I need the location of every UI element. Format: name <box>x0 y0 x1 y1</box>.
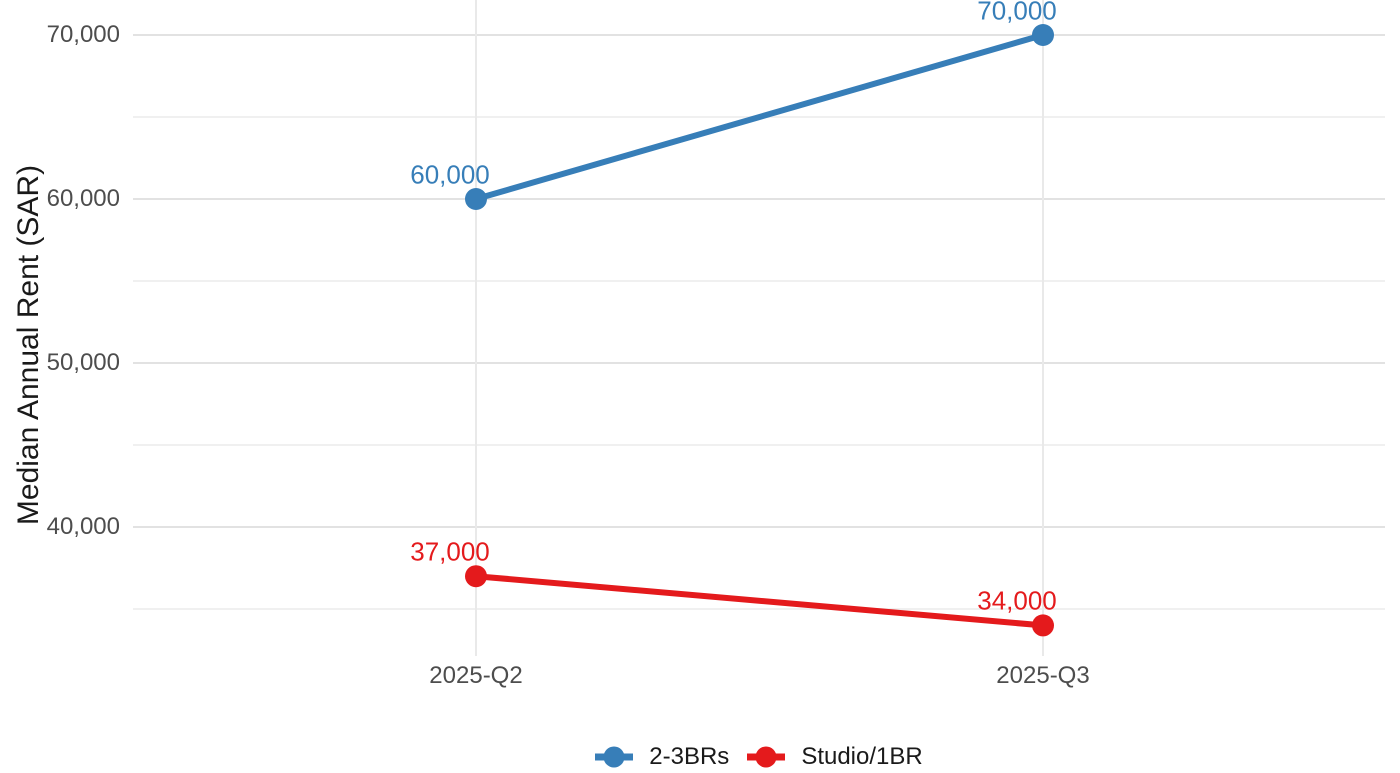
legend-item-label: 2-3BRs <box>649 742 730 770</box>
legend-key-dot <box>603 746 625 767</box>
y-tick-label: 40,000 <box>46 513 120 540</box>
data-point-label: 60,000 <box>410 159 490 190</box>
gridline-minor <box>133 280 1385 282</box>
y-tick-label: 50,000 <box>46 349 120 376</box>
data-point <box>1032 24 1054 46</box>
gridline-major <box>133 362 1385 364</box>
plot-panel: 60,000 70,000 37,000 34,000 <box>133 0 1385 656</box>
gridline-minor <box>133 444 1385 446</box>
data-point-label: 34,000 <box>977 585 1057 616</box>
legend-key-icon <box>747 745 786 769</box>
gridline-major <box>133 34 1385 36</box>
legend-item: 2-3BRs <box>595 743 729 771</box>
data-point-label: 37,000 <box>410 536 490 567</box>
legend-item: Studio/1BR <box>747 742 923 771</box>
legend-key-icon <box>595 745 634 769</box>
x-tick-label: 2025-Q3 <box>996 662 1090 689</box>
y-axis-title: Median Annual Rent (SAR) <box>12 164 45 526</box>
legend-key-dot <box>755 746 777 767</box>
legend-item-label: Studio/1BR <box>801 742 923 770</box>
gridline-vertical <box>475 0 477 656</box>
series-layer <box>465 24 1054 637</box>
x-tick-label: 2025-Q2 <box>429 662 523 689</box>
y-tick-label: 60,000 <box>46 185 120 212</box>
gridline-vertical <box>1042 0 1044 656</box>
data-point-label: 70,000 <box>977 0 1057 26</box>
gridline-major <box>133 526 1385 528</box>
data-point <box>1032 614 1054 637</box>
legend: 2-3BRs Studio/1BR <box>133 740 1385 773</box>
data-point <box>465 565 487 588</box>
series-line <box>475 32 1044 202</box>
gridline-major <box>133 198 1385 200</box>
y-tick-label: 70,000 <box>46 21 120 48</box>
data-point <box>465 188 487 210</box>
series-line <box>475 573 1044 629</box>
gridline-minor <box>133 608 1385 610</box>
